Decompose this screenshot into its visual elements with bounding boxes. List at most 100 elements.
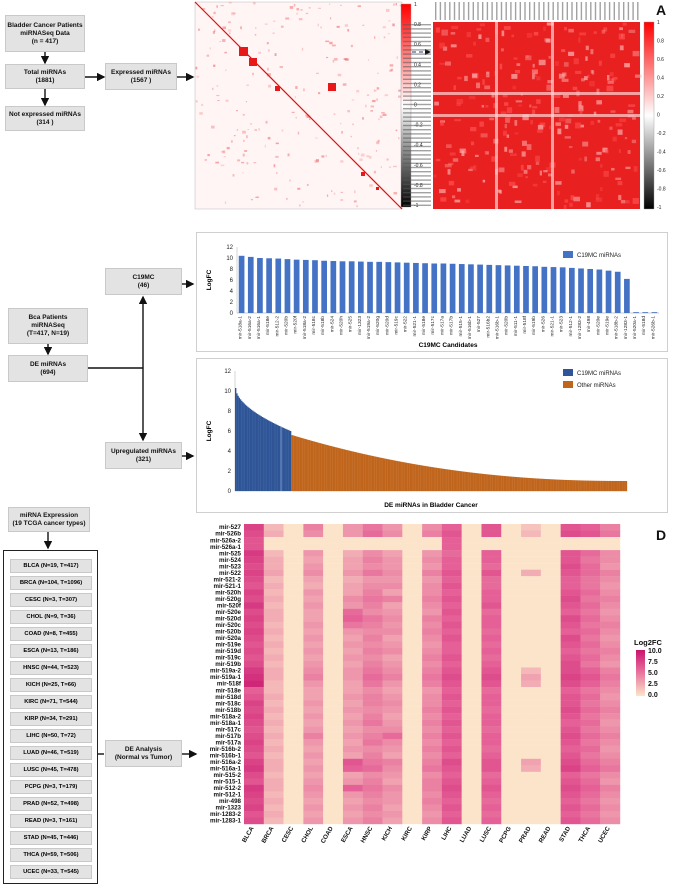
other-mirna-bar <box>322 444 325 491</box>
c19mc-mirna-bar <box>271 422 274 491</box>
heatmap-cell <box>382 628 403 636</box>
heatmap-cell <box>362 765 383 773</box>
heatmap-cell <box>283 817 304 825</box>
other-mirna-bar <box>586 480 589 491</box>
b-legend-swatch <box>563 251 573 258</box>
heatmap-cell <box>263 687 284 694</box>
heatmap-cell <box>441 680 462 688</box>
heatmap-cell <box>342 713 363 720</box>
heatmap-cell <box>342 784 363 792</box>
heatmap-cell <box>303 569 324 577</box>
other-mirna-bar <box>476 473 479 491</box>
heatmap-cell <box>461 621 482 629</box>
heatmap-cell <box>244 615 264 623</box>
heatmap-cell <box>244 732 264 740</box>
heatmap-cell <box>283 641 304 649</box>
heatmap-cell <box>501 817 522 825</box>
heatmap-cell <box>540 680 561 688</box>
heatmap-row-label: mir-518c <box>216 700 242 707</box>
b-xtick-label: mir-520b <box>504 316 510 335</box>
correlation-block <box>239 47 248 56</box>
zoomed-colorbar-tick: -1 <box>657 205 662 211</box>
heatmap-row-label: mir-526a-1 <box>210 544 242 551</box>
heatmap-cell <box>382 550 403 557</box>
heatmap-cell <box>303 726 324 733</box>
heatmap-cell <box>481 726 502 733</box>
heatmap-cell <box>580 745 601 753</box>
heatmap-cell <box>540 719 561 727</box>
other-mirna-bar <box>512 476 514 491</box>
heatmap-cell <box>521 732 542 740</box>
heatmap-row-label: mir-527 <box>219 524 242 531</box>
heatmap-cell <box>422 745 443 753</box>
b-xtick-label: mir-521-1 <box>550 316 556 337</box>
heatmap-cell <box>600 732 621 740</box>
heatmap-cell <box>501 595 522 603</box>
heatmap-cell <box>540 745 561 753</box>
other-mirna-bar <box>366 454 369 491</box>
heatmap-cell <box>521 674 542 681</box>
heatmap-cell <box>501 810 522 818</box>
c19mc-bar <box>532 266 538 313</box>
heatmap-cell <box>283 758 304 766</box>
c19mc-mirna-bar <box>248 407 250 491</box>
heatmap-row-label: mir-521-2 <box>213 576 241 583</box>
heatmap-cell <box>263 693 284 701</box>
heatmap-cell <box>382 817 403 825</box>
other-mirna-bar <box>420 465 422 491</box>
heatmap-cell <box>521 810 542 818</box>
heatmap-column-label: BLCA <box>241 825 256 844</box>
heatmap-cell <box>342 810 363 818</box>
heatmap-cell <box>244 628 264 636</box>
heatmap-cell <box>323 778 344 786</box>
heatmap-cell <box>362 576 383 583</box>
heatmap-cell <box>303 667 324 675</box>
zoomed-colorbar-tick: 1 <box>657 20 660 26</box>
heatmap-cell <box>481 778 502 786</box>
heatmap-cell <box>521 556 542 564</box>
heatmap-cell <box>422 752 443 759</box>
cancer-type-item: BLCA (N=19, T=417) <box>10 559 92 573</box>
heatmap-cell <box>441 804 462 812</box>
heatmap-row-label: mir-519a-2 <box>210 668 242 675</box>
heatmap-cell <box>244 563 264 570</box>
other-mirna-bar <box>313 441 315 491</box>
c19mc-mirna-bar <box>278 426 281 491</box>
heatmap-cell <box>323 713 344 720</box>
heatmap-cell <box>323 615 344 623</box>
heatmap-cell <box>263 576 284 583</box>
heatmap-cell <box>283 674 304 681</box>
heatmap-cell <box>540 641 561 649</box>
heatmap-cell <box>521 654 542 662</box>
heatmap-cell <box>362 524 383 531</box>
heatmap-cell <box>560 576 581 583</box>
other-mirna-bar <box>622 480 624 491</box>
b-legend-label: C19MC miRNAs <box>577 253 621 259</box>
heatmap-cell <box>303 589 324 596</box>
cancer-type-item: KIRC (N=71, T=544) <box>10 695 92 709</box>
other-mirna-bar <box>437 468 440 491</box>
heatmap-cell <box>560 700 581 707</box>
heatmap-cell <box>244 660 264 668</box>
other-mirna-bar <box>531 478 534 491</box>
other-mirna-bar <box>524 477 526 491</box>
heatmap-cell <box>303 700 324 707</box>
other-mirna-bar <box>398 461 401 491</box>
heatmap-cell <box>481 719 502 727</box>
heatmap-cell <box>382 784 403 792</box>
heatmap-cell <box>303 641 324 649</box>
b-xtick-label: mir-520a-1 <box>632 316 638 340</box>
b-xtick-label: mir-520d <box>384 316 390 335</box>
other-mirna-bar <box>602 480 604 491</box>
heatmap-cell <box>362 569 383 577</box>
large-colorbar-tick: 0 <box>414 103 417 109</box>
heatmap-cell <box>303 524 324 531</box>
b-ytick-label: 8 <box>230 267 234 273</box>
heatmap-cell <box>580 713 601 720</box>
b-xtick-label: mir-519e <box>605 316 611 335</box>
other-mirna-bar <box>550 479 552 491</box>
heatmap-cell <box>422 719 443 727</box>
heatmap-cell <box>422 667 443 675</box>
c19mc-bar <box>468 264 474 313</box>
heatmap-cell <box>441 693 462 701</box>
